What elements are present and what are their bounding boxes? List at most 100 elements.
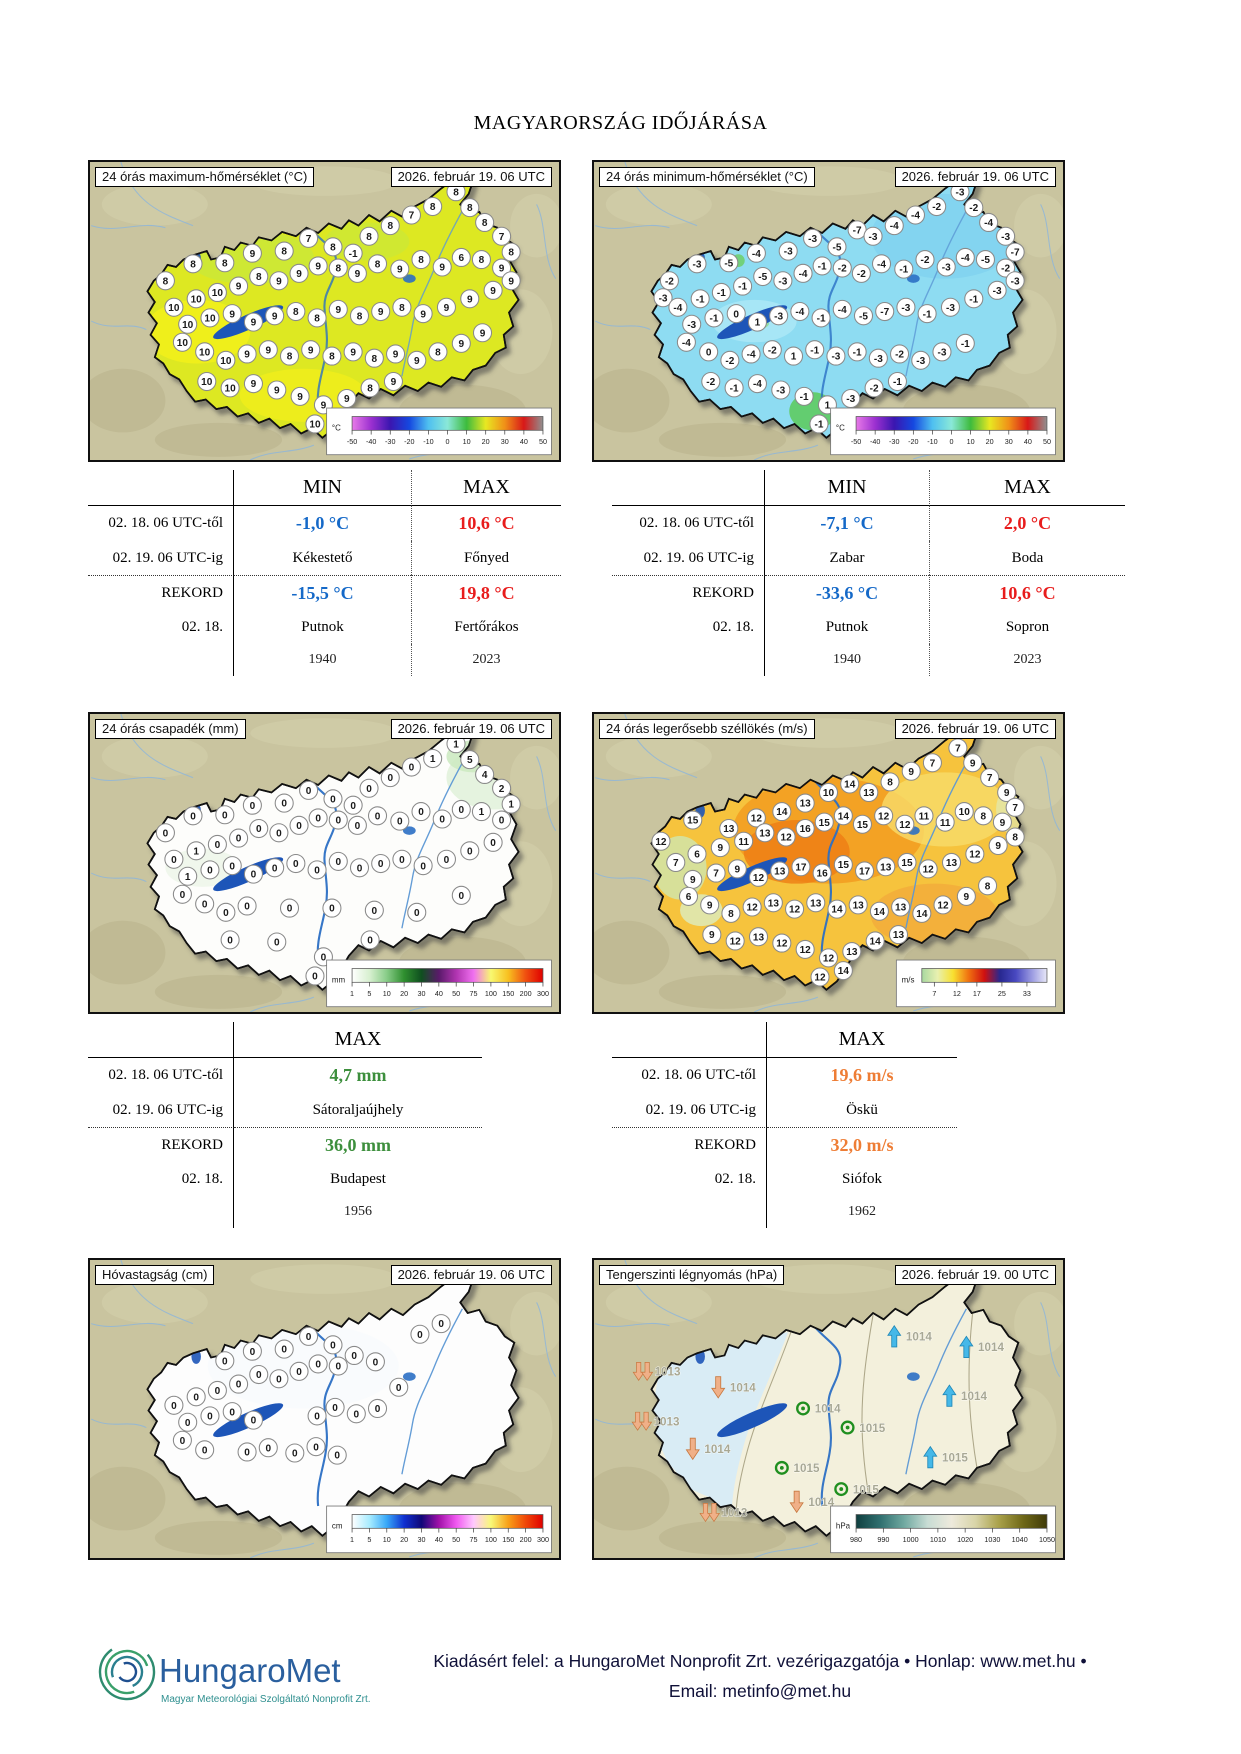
svg-text:14: 14 <box>838 811 850 822</box>
color-scale: mm 1 5 10 20 30 40 50 75 100 150 200 300 <box>326 959 552 1008</box>
svg-text:0: 0 <box>292 1449 298 1460</box>
lake-tisza <box>906 274 920 283</box>
svg-text:0: 0 <box>256 824 262 835</box>
extreme-value: -33,6 °C <box>765 575 929 610</box>
svg-text:8: 8 <box>1012 833 1018 844</box>
lake-balaton <box>717 1403 788 1438</box>
river-line <box>754 996 819 1012</box>
station-name: Öskü <box>846 1101 878 1118</box>
pressure-rise-arrow-icon <box>923 1445 938 1469</box>
svg-text:0: 0 <box>222 810 228 821</box>
station-value: 8 <box>392 297 412 317</box>
stats-table-precipitation: MAX 02. 18. 06 UTC-től 4,7 mm 02. 19. 06 UT… <box>88 1022 482 1228</box>
station-value: 7 <box>492 226 512 246</box>
hungary-max-temperature-map: 88 89 878-18878888789869898989998910101010… <box>90 162 559 460</box>
station-value: 0 <box>207 1380 227 1400</box>
station-value: -1 <box>733 276 753 296</box>
svg-text:0: 0 <box>281 1345 287 1356</box>
station-value: 7 <box>948 738 968 758</box>
row-label <box>612 644 765 676</box>
station-value: 10 <box>200 308 220 328</box>
svg-text:-1: -1 <box>818 262 827 273</box>
column-header-min: MIN <box>234 470 411 506</box>
hungaromet-logo: HungaroMet Magyar Meteorológiai Szolgált… <box>95 1630 425 1719</box>
svg-text:-3: -3 <box>693 259 702 270</box>
station-value: -4 <box>905 205 926 225</box>
table-corner <box>88 470 234 506</box>
station-value: 0 <box>242 795 262 815</box>
station-value: 0 <box>186 1387 206 1407</box>
color-scale: °C -50 -40 -30 -20 -10 0 10 20 30 40 50 <box>326 407 552 456</box>
station-value: 0 <box>328 1356 348 1376</box>
station-value: -3 <box>896 297 916 317</box>
station-value: 12 <box>818 948 839 968</box>
station-value: 0 <box>364 900 384 920</box>
station-value: -1 <box>805 340 825 360</box>
station-value: 0 <box>346 1404 366 1424</box>
station-name: Putnok <box>825 618 869 635</box>
station-value: 10 <box>197 371 217 392</box>
station-value: 7 <box>980 768 1000 788</box>
station-value: -2 <box>996 258 1016 278</box>
station-value: 13 <box>848 895 868 915</box>
svg-text:0: 0 <box>439 815 445 826</box>
hungaromet-logo-graphic: HungaroMet Magyar Meteorológiai Szolgált… <box>98 1643 371 1705</box>
station-value: 8 <box>349 306 370 326</box>
station-value: -3 <box>687 254 707 274</box>
station-value: 15 <box>683 810 703 830</box>
svg-text:9: 9 <box>236 282 242 293</box>
station-value: 13 <box>842 942 862 962</box>
station-name: Zabar <box>829 549 865 566</box>
pressure-fall-arrow-icon <box>685 1437 700 1461</box>
svg-text:0: 0 <box>314 865 320 876</box>
station-value: 13 <box>763 893 783 913</box>
station-value: 0 <box>306 1437 326 1457</box>
svg-text:15: 15 <box>901 858 913 869</box>
table-corner <box>88 1022 234 1058</box>
river-line <box>1040 756 1061 831</box>
station-value: 0 <box>328 810 348 830</box>
svg-text:-10: -10 <box>423 437 433 446</box>
svg-text:10: 10 <box>309 420 321 431</box>
svg-text:9: 9 <box>391 377 397 388</box>
station-value: 8 <box>1005 827 1025 847</box>
station-value: 0 <box>389 1377 409 1397</box>
station-value: 13 <box>888 925 909 945</box>
svg-text:8: 8 <box>418 255 424 266</box>
pressure-rise-arrow-icon <box>942 1384 957 1407</box>
svg-text:-1: -1 <box>696 294 705 305</box>
svg-text:13: 13 <box>810 898 822 909</box>
station-name: Putnok <box>301 618 344 635</box>
station-value: 8 <box>471 250 491 270</box>
station-value: 9 <box>436 297 457 317</box>
station-value: 17 <box>855 861 875 881</box>
svg-text:0: 0 <box>250 801 256 812</box>
station-value: 0 <box>451 799 471 819</box>
svg-text:300: 300 <box>537 989 549 998</box>
svg-text:-3: -3 <box>946 303 955 314</box>
svg-text:8: 8 <box>190 259 196 270</box>
station-value: 14 <box>827 899 847 919</box>
svg-text:-4: -4 <box>984 218 993 229</box>
svg-text:1030: 1030 <box>984 1535 1000 1544</box>
station-value: 0 <box>328 851 348 871</box>
station-value: 9 <box>301 340 321 360</box>
station-value: 8 <box>274 241 294 261</box>
svg-text:8: 8 <box>335 264 341 275</box>
station-value: 7 <box>706 863 726 883</box>
station-value: 8 <box>323 237 343 257</box>
pressure-value-label: 1014 <box>808 1496 834 1509</box>
extreme-value: 19,8 °C <box>411 575 561 610</box>
svg-text:9: 9 <box>321 400 327 411</box>
pressure-steady-icon <box>796 1401 811 1416</box>
station-value: -4 <box>871 254 892 274</box>
svg-text:6: 6 <box>694 850 700 861</box>
row-label: 02. 18. 06 UTC-től <box>88 506 234 541</box>
svg-text:-1: -1 <box>923 309 932 320</box>
station-value: 0 <box>164 849 184 869</box>
station-value: -4 <box>747 374 767 394</box>
station-value: 9 <box>386 344 406 364</box>
pressure-value-label: 1014 <box>906 1331 932 1344</box>
station-value: -3 <box>826 346 846 366</box>
